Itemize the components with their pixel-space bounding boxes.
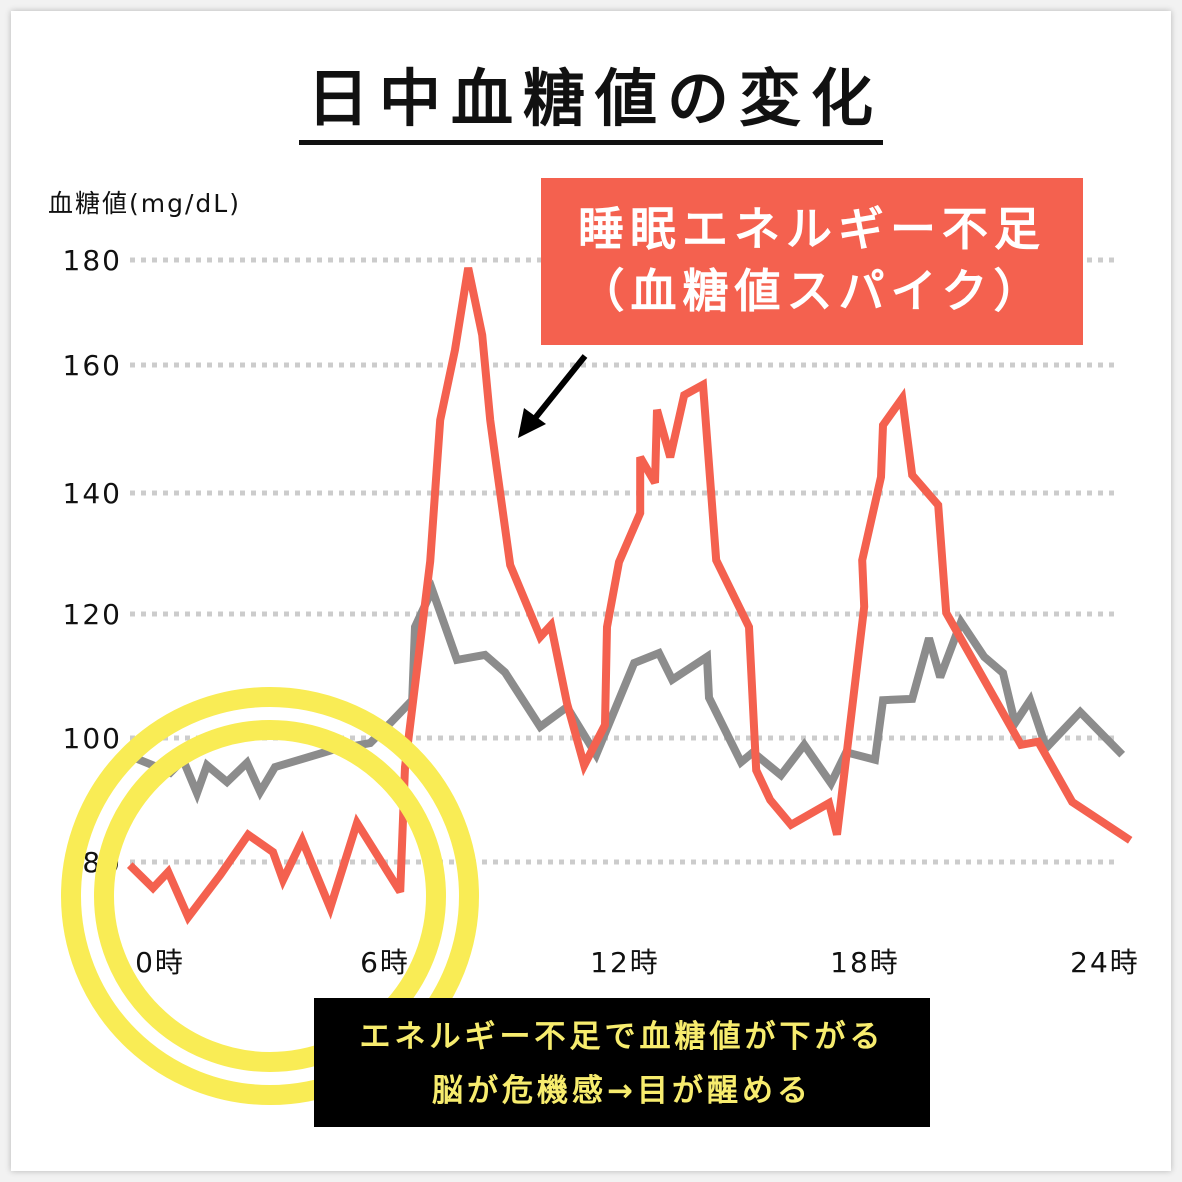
x-tick-label-24: 24時 (1070, 946, 1140, 979)
red-series-line (126, 267, 1133, 926)
chart-title: 日中血糖値の変化 (0, 60, 1182, 145)
y-axis-label: 血糖値(mg/dL) (48, 189, 241, 218)
y-tick-label-180: 180 (63, 244, 122, 277)
y-tick-label-140: 140 (63, 477, 122, 510)
gray-series-line (131, 579, 1126, 805)
series-lines (126, 267, 1133, 926)
y-tick-label-160: 160 (63, 349, 122, 382)
highlight-circle-outer (61, 687, 479, 1105)
low-annotation-line2: 脳が危機感→目が醒める (432, 1073, 812, 1109)
highlight-circles (61, 687, 479, 1105)
x-tick-label-12: 12時 (590, 946, 660, 979)
x-tick-label-18: 18時 (830, 946, 900, 979)
x-tick-labels: 0時 6時 12時 18時 24時 (135, 946, 1140, 979)
y-tick-label-120: 120 (63, 598, 122, 631)
y-tick-label-100: 100 (63, 722, 122, 755)
x-tick-label-0: 0時 (135, 946, 185, 979)
low-annotation-line1: エネルギー不足で血糖値が下がる (359, 1019, 885, 1055)
highlight-circle-inner (94, 720, 446, 1072)
arrow-icon (518, 354, 588, 438)
spike-annotation: 睡眠エネルギー不足 （血糖値スパイク） (541, 178, 1083, 345)
low-annotation: エネルギー不足で血糖値が下がる 脳が危機感→目が醒める (314, 998, 930, 1127)
spike-annotation-line1: 睡眠エネルギー不足 (578, 202, 1046, 256)
chart-title-text: 日中血糖値の変化 (298, 60, 883, 145)
spike-annotation-line2: （血糖値スパイク） (578, 264, 1046, 318)
x-tick-label-6: 6時 (360, 946, 410, 979)
